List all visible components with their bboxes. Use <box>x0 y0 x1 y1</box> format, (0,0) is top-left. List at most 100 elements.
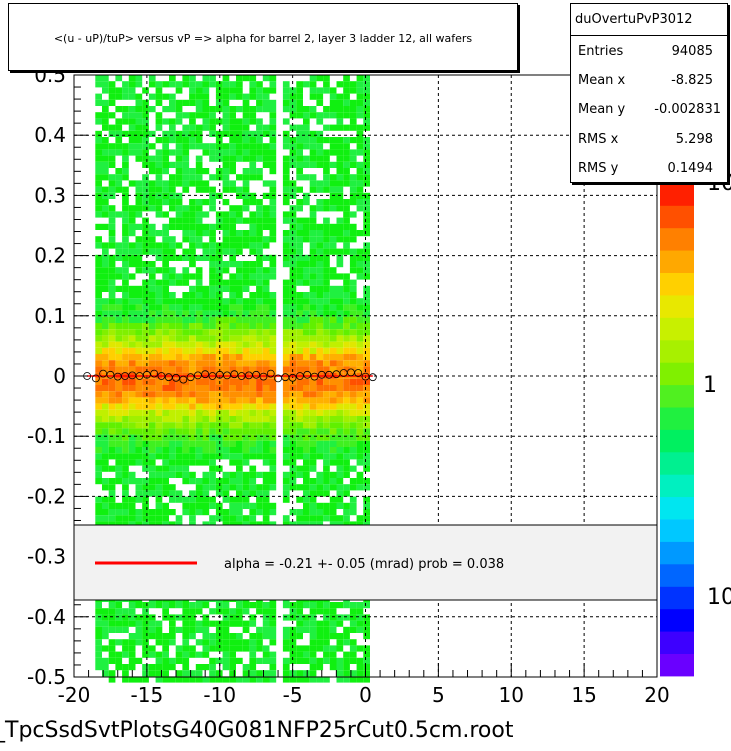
heatmap-cell <box>189 180 196 187</box>
heatmap-cell <box>148 465 156 472</box>
heatmap-cell <box>169 316 176 323</box>
heatmap-cell <box>249 633 257 640</box>
heatmap-cell <box>289 279 297 286</box>
heatmap-cell <box>95 298 102 305</box>
heatmap-cell <box>128 298 136 305</box>
heatmap-cell <box>189 248 196 255</box>
heatmap-cell <box>336 137 344 144</box>
heatmap-cell <box>115 664 123 671</box>
heatmap-cell <box>122 267 129 274</box>
heatmap-cell <box>236 496 243 503</box>
heatmap-cell <box>236 440 243 447</box>
heatmap-cell <box>343 236 350 243</box>
heatmap-cell <box>256 633 263 640</box>
heatmap-cell <box>349 620 357 627</box>
heatmap-cell <box>356 453 364 460</box>
heatmap-cell <box>343 385 350 392</box>
heatmap-cell <box>102 509 109 516</box>
heatmap-cell <box>148 273 156 280</box>
heatmap-cell <box>289 87 297 94</box>
heatmap-cell <box>209 267 216 274</box>
heatmap-cell <box>169 137 176 144</box>
heatmap-cell <box>229 397 236 404</box>
heatmap-cell <box>102 254 109 261</box>
heatmap-cell <box>162 186 169 193</box>
heatmap-cell <box>95 143 102 150</box>
heatmap-cell <box>262 490 270 497</box>
heatmap-cell <box>142 409 149 416</box>
heatmap-cell <box>296 310 303 317</box>
heatmap-cell <box>323 502 330 509</box>
heatmap-cell <box>349 509 357 516</box>
heatmap-cell <box>202 199 210 206</box>
heatmap-cell <box>108 242 116 249</box>
heatmap-cell <box>343 639 350 646</box>
heatmap-cell <box>249 273 257 280</box>
heatmap-cell <box>175 366 183 373</box>
heatmap-cell <box>209 484 216 491</box>
heatmap-cell <box>102 106 109 113</box>
heatmap-cell <box>195 174 203 181</box>
heatmap-cell <box>229 217 236 224</box>
heatmap-cell <box>128 124 136 131</box>
heatmap-cell <box>175 273 183 280</box>
heatmap-cell <box>135 93 143 100</box>
heatmap-cell <box>122 285 129 292</box>
heatmap-cell <box>102 81 109 88</box>
heatmap-cell <box>249 149 257 156</box>
heatmap-cell <box>108 422 116 429</box>
heatmap-cell <box>336 385 344 392</box>
heatmap-cell <box>155 676 163 683</box>
heatmap-cell <box>363 428 370 435</box>
heatmap-cell <box>209 633 216 640</box>
heatmap-cell <box>242 279 250 286</box>
heatmap-cell <box>209 639 216 646</box>
heatmap-cell <box>115 267 123 274</box>
heatmap-cell <box>349 118 357 125</box>
stats-label: Mean y <box>578 102 626 117</box>
heatmap-cell <box>169 385 176 392</box>
heatmap-cell <box>195 254 203 261</box>
heatmap-cell <box>209 428 216 435</box>
heatmap-cell <box>95 385 102 392</box>
heatmap-cell <box>155 93 163 100</box>
heatmap-cell <box>215 645 223 652</box>
heatmap-cell <box>329 453 337 460</box>
heatmap-cell <box>363 409 370 416</box>
heatmap-cell <box>316 267 324 274</box>
heatmap-cell <box>215 130 223 137</box>
heatmap-cell <box>356 298 364 305</box>
heatmap-cell <box>242 639 250 646</box>
heatmap-cell <box>175 143 183 150</box>
heatmap-cell <box>262 651 270 658</box>
heatmap-cell <box>115 385 123 392</box>
heatmap-cell <box>169 440 176 447</box>
heatmap-cell <box>128 651 136 658</box>
heatmap-cell <box>296 670 303 677</box>
heatmap-cell <box>215 310 223 317</box>
heatmap-cell <box>148 428 156 435</box>
heatmap-cell <box>115 87 123 94</box>
heatmap-cell <box>182 130 190 137</box>
heatmap-cell <box>189 261 196 268</box>
heatmap-cell <box>343 626 350 633</box>
colorbar-segment <box>660 451 694 475</box>
heatmap-cell <box>269 236 277 243</box>
heatmap-cell <box>115 310 123 317</box>
heatmap-cell <box>128 664 136 671</box>
heatmap-cell <box>222 676 230 683</box>
heatmap-cell <box>236 285 243 292</box>
heatmap-cell <box>296 205 303 212</box>
heatmap-cell <box>236 75 243 82</box>
heatmap-cell <box>282 211 290 218</box>
heatmap-cell <box>155 422 163 429</box>
heatmap-cell <box>242 174 250 181</box>
heatmap-cell <box>236 391 243 398</box>
heatmap-cell <box>135 440 143 447</box>
heatmap-cell <box>289 633 297 640</box>
heatmap-cell <box>189 509 196 516</box>
heatmap-cell <box>296 509 303 516</box>
heatmap-cell <box>202 409 210 416</box>
heatmap-cell <box>182 502 190 509</box>
heatmap-cell <box>343 292 350 299</box>
